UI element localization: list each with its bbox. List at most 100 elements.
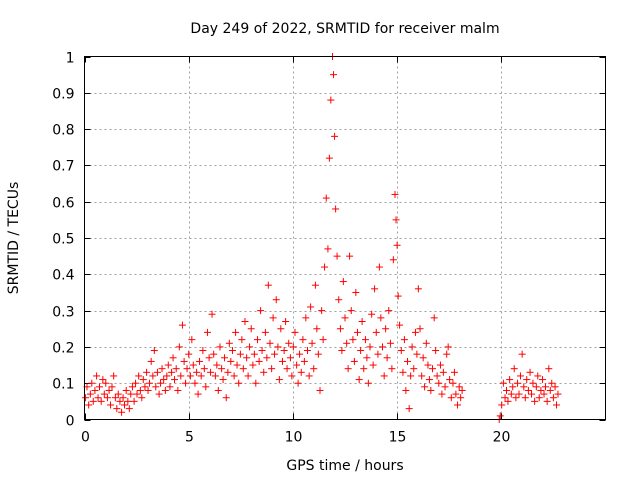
data-point (452, 390, 460, 398)
data-point (260, 368, 268, 376)
data-point (377, 314, 385, 322)
data-point (396, 321, 404, 329)
x-tick-label: 20 (493, 430, 511, 446)
data-point (119, 394, 127, 402)
data-point (553, 401, 561, 409)
data-point (207, 368, 215, 376)
data-point (514, 379, 522, 387)
data-point (93, 372, 101, 380)
data-point (116, 397, 124, 405)
data-point (177, 372, 185, 380)
data-point (303, 347, 311, 355)
data-point (172, 365, 180, 373)
data-point (99, 376, 107, 384)
data-point (554, 390, 562, 398)
chart-title: Day 249 of 2022, SRMTID for receiver mal… (190, 21, 499, 37)
data-point (110, 372, 118, 380)
data-point (210, 350, 218, 358)
data-point (393, 241, 401, 249)
data-point (263, 354, 271, 362)
data-point (261, 328, 269, 336)
data-point (302, 314, 310, 322)
data-point (160, 376, 168, 384)
data-point (127, 390, 135, 398)
data-point (308, 339, 316, 347)
data-point (125, 405, 133, 413)
data-point (141, 383, 149, 391)
data-point (144, 386, 152, 394)
data-point (218, 365, 226, 373)
data-point (128, 383, 136, 391)
data-point (410, 365, 418, 373)
data-point (436, 361, 444, 369)
data-point (113, 405, 121, 413)
data-point (185, 350, 193, 358)
data-point (136, 386, 144, 394)
data-point (277, 325, 285, 333)
data-point (169, 354, 177, 362)
data-point (526, 368, 534, 376)
data-point (506, 376, 514, 384)
data-point (382, 325, 390, 333)
data-point (114, 390, 122, 398)
data-point (529, 379, 537, 387)
data-point (446, 376, 454, 384)
y-tick-label: 0.1 (52, 377, 74, 393)
data-point (163, 372, 171, 380)
data-point (283, 365, 291, 373)
data-point (166, 383, 174, 391)
data-point (447, 394, 455, 402)
data-point (299, 336, 307, 344)
data-point (372, 328, 380, 336)
data-point (88, 379, 96, 387)
data-point (246, 343, 254, 351)
data-point (457, 394, 465, 402)
data-point (430, 314, 438, 322)
data-point (516, 372, 524, 380)
data-point (371, 285, 379, 293)
data-points (82, 53, 562, 423)
data-point (183, 365, 191, 373)
data-point (253, 336, 261, 344)
data-point (534, 372, 542, 380)
data-point (339, 278, 347, 286)
data-point (157, 379, 165, 387)
data-point (224, 368, 232, 376)
data-point (239, 365, 247, 373)
data-point (388, 365, 396, 373)
data-point (341, 314, 349, 322)
data-point (232, 328, 240, 336)
data-point (275, 376, 283, 384)
data-point (546, 386, 554, 394)
data-point (503, 386, 511, 394)
data-point (108, 383, 116, 391)
data-point (439, 368, 447, 376)
data-point (509, 383, 517, 391)
data-point (269, 314, 277, 322)
data-point (230, 372, 238, 380)
y-tick-label: 0.6 (52, 196, 74, 212)
data-point (255, 357, 263, 365)
data-point (543, 397, 551, 405)
data-point (418, 372, 426, 380)
data-point (243, 354, 251, 362)
data-point (391, 190, 399, 198)
data-point (202, 383, 210, 391)
data-point (193, 368, 201, 376)
data-point (221, 354, 229, 362)
data-point (416, 325, 424, 333)
data-point (222, 394, 230, 402)
data-point (380, 372, 388, 380)
y-tick-label: 0 (66, 414, 75, 430)
data-point (322, 194, 330, 202)
data-point (432, 347, 440, 355)
data-point (150, 347, 158, 355)
data-point (305, 372, 313, 380)
data-point (118, 408, 126, 416)
data-point (282, 317, 290, 325)
data-point (147, 357, 155, 365)
y-tick-label: 0.3 (52, 305, 74, 321)
data-point (233, 361, 241, 369)
data-point (444, 343, 452, 351)
data-point (194, 390, 202, 398)
